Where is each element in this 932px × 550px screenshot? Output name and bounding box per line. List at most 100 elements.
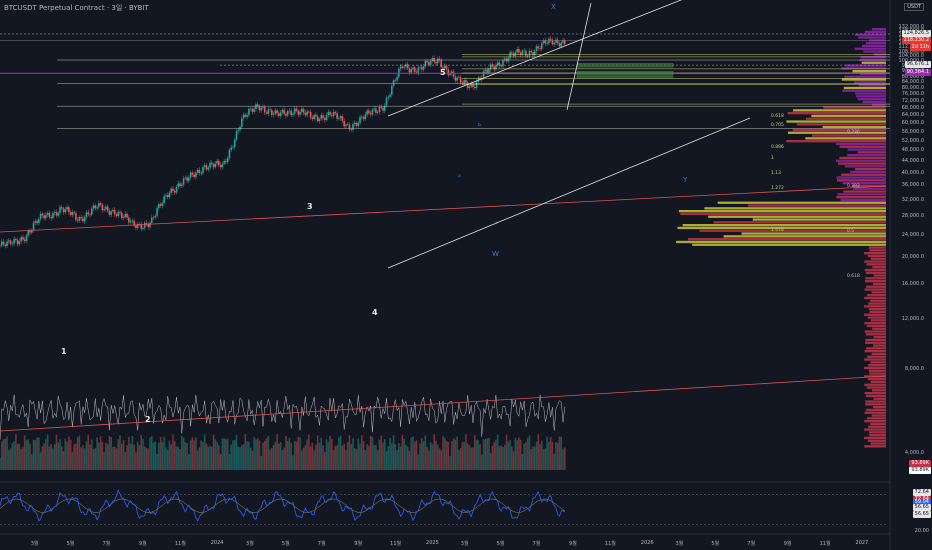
candle-body [110,211,112,215]
candle-body [496,62,499,66]
candle-body [113,209,116,215]
wave-label: Y [683,176,688,184]
volume-bar [32,439,35,470]
symbol-name[interactable]: BTCUSDT Perpetual Contract [4,4,105,12]
volume-profile-bar [861,44,886,48]
volume-bar [105,442,107,470]
volume-profile-bar [868,246,886,249]
candle-body [145,222,148,225]
volume-profile-bar [863,50,886,53]
volume-bar [539,443,541,470]
volume-bar [440,450,443,470]
candle-body [128,217,130,223]
volume-bar [325,439,328,470]
volume-profile-bar [872,327,886,330]
volume-profile-bar [822,126,886,129]
volume-bar [419,443,421,470]
candle-body [30,230,33,233]
candle-body [216,160,218,164]
volume-bar [25,440,28,470]
volume-bar [29,443,31,470]
volume-bar [99,436,102,470]
volume-bar [364,450,367,470]
volume-bar [212,434,215,470]
candle-body [523,50,525,52]
time-tick: 5월 [66,541,75,547]
volume-bar [90,439,93,470]
time-tick: 3월 [246,541,254,547]
volume-bar [422,441,425,470]
volume-profile-bar [854,47,886,50]
volume-bar [493,441,495,470]
volume-bar [16,443,19,470]
candle-body [475,81,478,89]
candle-body [484,69,487,72]
volume-bar [551,441,554,470]
candle-body [468,86,471,88]
volume-bar [106,444,109,470]
volume-bar [244,434,247,470]
candle-body [445,65,448,70]
time-tick: 2026 [640,540,654,546]
volume-bar [309,446,312,470]
volume-profile-bar [867,417,886,420]
volume-bar [451,441,453,470]
candle-body [62,208,65,213]
volume-bar [249,447,252,470]
volume-bar [463,441,465,470]
volume-bar [103,452,105,470]
interval[interactable]: 3일 [111,4,123,12]
candle-body [55,212,58,216]
volume-bar [55,434,58,470]
candle-body [38,219,40,224]
volume-bar [246,441,248,470]
volume-bar [521,453,524,470]
volume-profile-bar [747,204,886,207]
volume-bar [399,446,402,470]
candle-body [301,108,303,112]
volume-bar [2,439,5,470]
price-badge: 2d 11h [909,43,931,51]
volume-bar [92,448,95,470]
volume-bar [82,445,84,470]
candle-body [75,213,77,220]
candle-body [168,192,171,198]
candle-body [364,114,367,120]
candle-body [173,191,176,193]
candle-body [182,178,185,185]
volume-bar [286,440,289,470]
volume-bar [489,453,492,470]
candle-body [459,77,462,83]
candle-body [332,111,335,116]
candle-body [154,215,157,218]
candle-body [368,110,370,114]
volume-profile-bar [869,369,886,372]
candle-body [331,114,333,116]
volume-profile-bar [866,285,886,288]
volume-bar [87,434,90,470]
volume-profile-bar [864,260,886,263]
volume-profile-bar [717,201,886,204]
candle-body [165,195,167,197]
price-badge: 124,826.5 [901,29,931,37]
candle-body [293,108,296,114]
price-tick: 76,000.0 [901,91,924,98]
volume-bar [191,437,194,470]
volume-bar [133,444,135,470]
candle-body [544,40,547,44]
candle-body [232,147,234,148]
candle-body [343,120,345,127]
candle-body [117,211,120,216]
volume-bar [172,434,174,470]
volume-profile-bar [708,215,886,218]
volume-bar [503,444,506,470]
volume-profile-bar [841,173,886,176]
wave-label: 1 [61,347,67,356]
price-tick: 60,000.0 [901,120,924,127]
volume-bar [36,437,38,470]
volume-profile-bar [836,196,886,199]
candle-body [391,86,393,95]
volume-bar [53,444,56,470]
volume-profile-bar [865,338,886,342]
